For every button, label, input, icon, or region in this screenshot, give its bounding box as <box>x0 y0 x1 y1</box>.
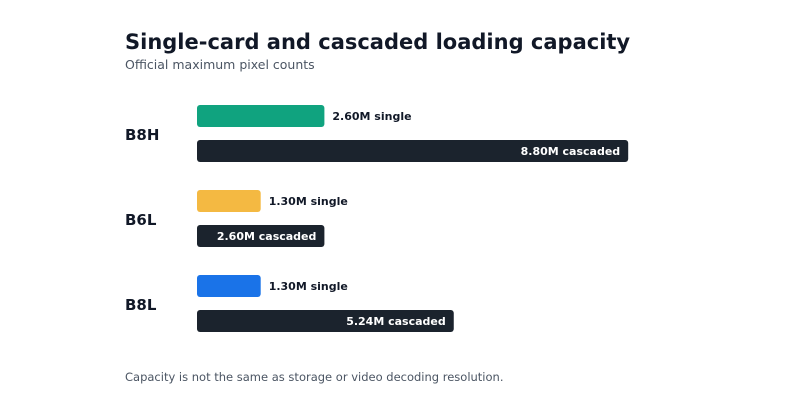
data-label-b6l-cascaded: 2.60M cascaded <box>217 230 317 243</box>
data-label-b8h-single: 2.60M single <box>332 110 411 123</box>
category-label-b6l: B6L <box>125 211 157 229</box>
chart-footnote: Capacity is not the same as storage or v… <box>125 370 504 384</box>
bar-b8l-single <box>197 275 261 297</box>
bar-b6l-single <box>197 190 261 212</box>
data-label-b8h-cascaded: 8.80M cascaded <box>521 145 621 158</box>
data-label-b8l-cascaded: 5.24M cascaded <box>346 315 446 328</box>
bar-b8h-single <box>197 105 325 127</box>
bar-b8l-cascaded <box>197 310 454 332</box>
category-label-b8l: B8L <box>125 296 157 314</box>
data-label-b6l-single: 1.30M single <box>269 195 348 208</box>
chart-title: Single-card and cascaded loading capacit… <box>125 30 631 54</box>
chart-subtitle: Official maximum pixel counts <box>125 57 315 72</box>
bar-b6l-cascaded <box>197 225 325 247</box>
data-label-b8l-single: 1.30M single <box>269 280 348 293</box>
bar-b8h-cascaded <box>197 140 629 162</box>
category-label-b8h: B8H <box>125 126 159 144</box>
